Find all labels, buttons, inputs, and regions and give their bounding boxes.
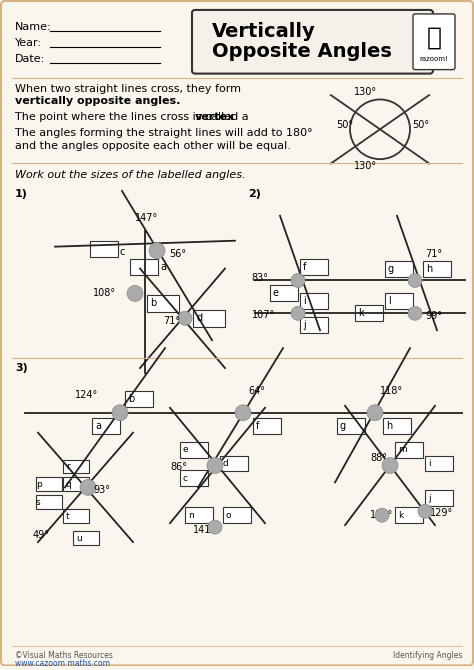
Text: n: n [188, 511, 194, 520]
Bar [63, 460, 89, 474]
Circle shape [80, 480, 96, 495]
Bar [36, 495, 62, 509]
Text: The point where the lines cross is called a: The point where the lines cross is calle… [15, 113, 252, 123]
Bar [300, 293, 328, 310]
Circle shape [127, 285, 143, 302]
Text: Vertically: Vertically [212, 22, 316, 41]
Bar [383, 417, 411, 433]
Text: j: j [428, 494, 430, 502]
Text: 86°: 86° [170, 462, 187, 472]
Text: g: g [388, 263, 394, 273]
Bar [355, 306, 383, 321]
Text: 1): 1) [15, 189, 28, 199]
Bar [395, 507, 423, 523]
Text: 117°: 117° [370, 511, 393, 520]
Bar [423, 261, 451, 277]
Text: j: j [303, 320, 306, 330]
Text: a: a [160, 261, 166, 271]
Text: o: o [226, 511, 231, 520]
Bar [395, 442, 423, 458]
Bar [425, 456, 453, 472]
Text: vertex: vertex [195, 113, 235, 123]
Text: 107°: 107° [252, 310, 275, 320]
Text: Opposite Angles: Opposite Angles [212, 42, 392, 61]
Bar [223, 507, 251, 523]
Text: 108°: 108° [93, 288, 116, 298]
Text: 147°: 147° [136, 213, 159, 223]
Text: When two straight lines cross, they form: When two straight lines cross, they form [15, 84, 241, 94]
Text: razoom!: razoom! [419, 56, 448, 62]
Text: c: c [120, 247, 126, 257]
FancyBboxPatch shape [413, 14, 455, 70]
Bar [125, 391, 153, 407]
Text: k: k [398, 511, 403, 520]
Text: 50°: 50° [336, 121, 353, 131]
Text: 130°: 130° [355, 161, 378, 171]
Text: Name:: Name: [15, 22, 52, 32]
Text: d: d [223, 459, 229, 468]
Text: 3): 3) [15, 363, 28, 373]
Circle shape [408, 273, 422, 287]
Text: Date:: Date: [15, 54, 45, 64]
Text: b: b [128, 394, 134, 404]
Text: ©Visual Maths Resources: ©Visual Maths Resources [15, 651, 113, 661]
Bar [147, 295, 179, 312]
Bar [425, 490, 453, 507]
Bar [253, 417, 281, 433]
Circle shape [367, 405, 383, 421]
Text: h: h [386, 421, 392, 431]
Bar [337, 417, 365, 433]
Text: d: d [197, 314, 203, 324]
Text: l: l [388, 296, 391, 306]
Text: k: k [358, 308, 364, 318]
Circle shape [291, 306, 305, 320]
Bar [90, 241, 118, 257]
Bar [300, 318, 328, 333]
Text: The angles forming the straight lines will add to 180°: The angles forming the straight lines wi… [15, 128, 313, 138]
Text: 88°: 88° [370, 452, 387, 462]
Bar [63, 478, 89, 491]
Text: f: f [256, 421, 259, 431]
Bar [385, 261, 413, 277]
Text: 49°: 49° [33, 530, 50, 540]
Text: 71°: 71° [163, 316, 180, 326]
Text: vertically opposite angles.: vertically opposite angles. [15, 96, 181, 107]
Text: 50°: 50° [412, 121, 429, 131]
Text: 56°: 56° [169, 249, 186, 259]
Circle shape [112, 405, 128, 421]
Text: 141°: 141° [193, 525, 217, 535]
Text: m: m [398, 445, 407, 454]
Text: www.cazoom maths.com: www.cazoom maths.com [15, 659, 110, 669]
Text: Work out the sizes of the labelled angles.: Work out the sizes of the labelled angle… [15, 170, 246, 180]
Text: c: c [183, 474, 188, 483]
Circle shape [149, 243, 165, 259]
Text: s: s [36, 498, 41, 507]
Text: 83°: 83° [251, 273, 268, 283]
Text: 2): 2) [248, 189, 261, 199]
Text: 99°: 99° [425, 312, 442, 322]
Text: i: i [303, 296, 306, 306]
Text: u: u [76, 533, 82, 543]
Bar [130, 259, 158, 275]
Text: i: i [428, 459, 430, 468]
Text: b: b [150, 298, 156, 308]
Circle shape [382, 458, 398, 474]
Text: Year:: Year: [15, 38, 42, 48]
Bar [73, 531, 99, 545]
Text: e: e [183, 445, 189, 454]
Circle shape [207, 458, 223, 474]
Circle shape [178, 312, 192, 325]
Bar [193, 310, 225, 327]
Text: a: a [95, 421, 101, 431]
Text: h: h [426, 263, 432, 273]
Text: 93°: 93° [93, 485, 110, 495]
Bar [220, 456, 248, 472]
Bar [63, 509, 89, 523]
Text: r: r [66, 462, 70, 471]
Text: ⧖: ⧖ [427, 26, 441, 50]
Text: 71°: 71° [425, 249, 442, 259]
Text: .: . [230, 113, 234, 123]
Bar [185, 507, 213, 523]
Text: t: t [66, 512, 70, 521]
